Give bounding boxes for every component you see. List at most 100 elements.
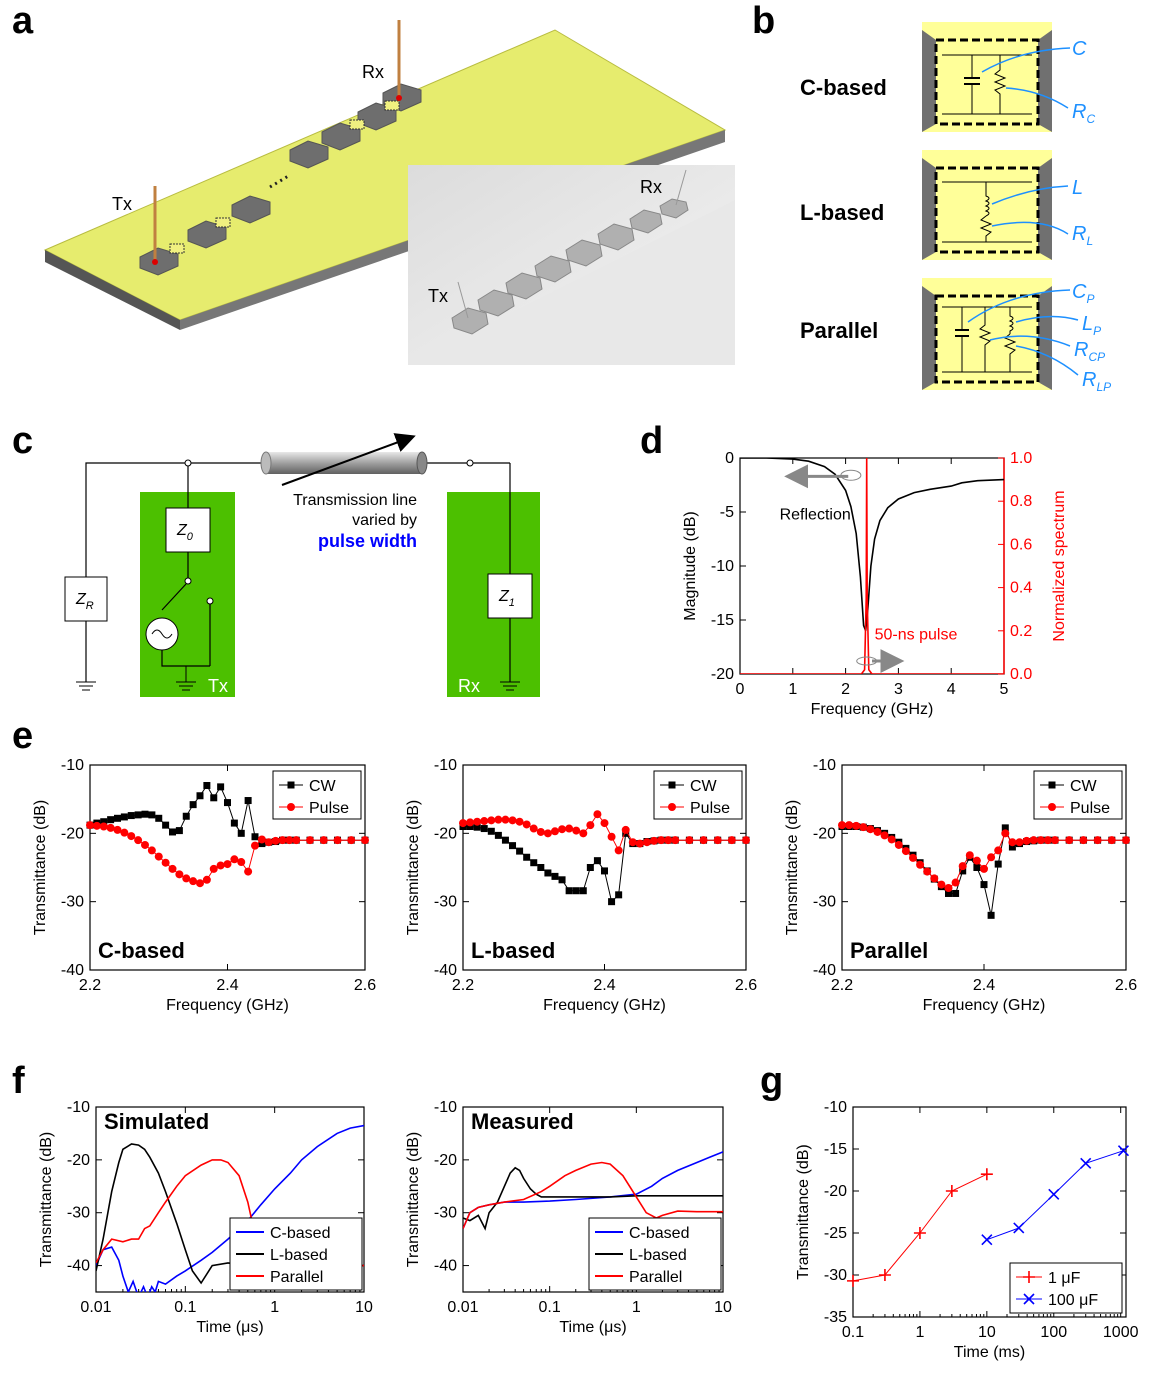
label-C: C bbox=[1072, 38, 1087, 60]
data-point bbox=[621, 825, 630, 834]
y2-tick-label: 1.0 bbox=[1010, 450, 1032, 467]
data-point bbox=[1022, 836, 1031, 845]
data-point bbox=[572, 887, 580, 895]
x-axis-label: Frequency (GHz) bbox=[923, 997, 1046, 1014]
y-tick-label: -20 bbox=[434, 825, 457, 842]
legend-label: 100 μF bbox=[1048, 1292, 1098, 1309]
data-point bbox=[909, 853, 917, 862]
label-LP: LP bbox=[1082, 313, 1101, 338]
data-point bbox=[878, 1269, 891, 1281]
series-line-l-based bbox=[463, 1166, 723, 1231]
y-tick-label: -20 bbox=[434, 1152, 457, 1169]
data-point bbox=[106, 823, 115, 832]
x-tick-label: 2.4 bbox=[216, 977, 238, 994]
data-point bbox=[994, 846, 1003, 855]
y-tick-label: -30 bbox=[61, 894, 84, 911]
data-point bbox=[127, 832, 136, 841]
data-point bbox=[120, 813, 128, 821]
variable-arrow bbox=[281, 433, 416, 486]
data-point bbox=[209, 864, 218, 873]
label-CP: CP bbox=[1072, 281, 1094, 306]
x-tick-label: 2.2 bbox=[452, 977, 474, 994]
data-point bbox=[1001, 829, 1010, 838]
data-point bbox=[987, 911, 995, 919]
data-point bbox=[466, 823, 474, 830]
data-point bbox=[614, 846, 623, 855]
x-tick-label: 2.6 bbox=[735, 977, 757, 994]
data-point bbox=[203, 782, 211, 789]
data-point bbox=[981, 1234, 993, 1246]
y-tick-label: -15 bbox=[824, 1141, 847, 1158]
x-axis-label: Frequency (GHz) bbox=[811, 701, 934, 718]
plot-label: Parallel bbox=[850, 938, 928, 963]
data-point bbox=[1036, 836, 1045, 845]
data-point bbox=[537, 864, 545, 871]
data-point bbox=[608, 898, 616, 906]
data-point bbox=[544, 869, 552, 877]
data-point bbox=[333, 836, 342, 845]
data-point bbox=[1029, 836, 1038, 845]
y-axis-label: Transmittance (dB) bbox=[38, 1132, 55, 1267]
data-point bbox=[650, 836, 659, 845]
data-point bbox=[565, 887, 573, 895]
data-point bbox=[635, 839, 644, 848]
data-point bbox=[155, 814, 163, 822]
data-point bbox=[565, 824, 574, 833]
data-point bbox=[361, 836, 369, 845]
data-point bbox=[847, 1274, 859, 1287]
y-tick-label: -10 bbox=[813, 757, 836, 774]
y-tick-label: -5 bbox=[720, 504, 734, 521]
data-point bbox=[845, 821, 854, 830]
panel-letter-c: c bbox=[12, 420, 34, 462]
x-axis-label: Time (μs) bbox=[196, 1319, 263, 1336]
data-point bbox=[965, 851, 974, 860]
pulse-label: 50-ns pulse bbox=[875, 626, 958, 643]
plot-frame bbox=[739, 457, 1005, 675]
data-point bbox=[168, 864, 177, 873]
plot-label: Simulated bbox=[104, 1109, 209, 1134]
x-tick-label: 0.01 bbox=[80, 1299, 111, 1316]
y2-tick-label: 0.8 bbox=[1010, 493, 1032, 510]
data-point bbox=[994, 860, 1002, 868]
data-point bbox=[237, 858, 246, 867]
data-point bbox=[586, 821, 595, 830]
y-tick-label: -30 bbox=[67, 1205, 90, 1222]
data-point bbox=[189, 877, 198, 886]
data-point bbox=[987, 853, 996, 862]
y2-tick-label: 0.6 bbox=[1010, 536, 1032, 553]
y-tick-label: -10 bbox=[67, 1099, 90, 1116]
data-point bbox=[244, 797, 252, 805]
plot-frame bbox=[95, 1106, 365, 1293]
data-point bbox=[530, 859, 538, 867]
data-point bbox=[923, 867, 932, 876]
x-tick-label: 3 bbox=[894, 681, 903, 698]
data-point bbox=[543, 829, 552, 838]
data-point bbox=[958, 862, 967, 871]
data-point bbox=[1122, 836, 1130, 845]
x-tick-label: 2.6 bbox=[354, 977, 376, 994]
data-point bbox=[114, 814, 121, 822]
y2-tick-label: 0.0 bbox=[1010, 666, 1032, 683]
data-point bbox=[347, 836, 356, 845]
data-point bbox=[459, 819, 467, 828]
data-point bbox=[473, 817, 482, 826]
data-point bbox=[601, 867, 608, 875]
tline-text-2: varied by bbox=[352, 512, 417, 529]
data-point bbox=[980, 864, 988, 873]
y-tick-label: -30 bbox=[813, 894, 836, 911]
data-point bbox=[668, 781, 676, 789]
data-point bbox=[727, 836, 736, 845]
legend-label: CW bbox=[309, 778, 337, 795]
data-point bbox=[216, 861, 225, 870]
data-point bbox=[873, 827, 882, 836]
data-point bbox=[600, 819, 609, 828]
x-tick-label: 0.01 bbox=[447, 1299, 478, 1316]
data-point bbox=[99, 822, 108, 831]
data-point bbox=[742, 836, 750, 845]
board-tx-label: Tx bbox=[112, 194, 132, 214]
y2-axis-label: Normalized spectrum bbox=[1051, 490, 1068, 641]
x-tick-label: 1000 bbox=[1103, 1324, 1139, 1341]
x-axis-label: Frequency (GHz) bbox=[166, 997, 289, 1014]
data-point bbox=[515, 817, 524, 826]
data-point bbox=[913, 1227, 926, 1239]
